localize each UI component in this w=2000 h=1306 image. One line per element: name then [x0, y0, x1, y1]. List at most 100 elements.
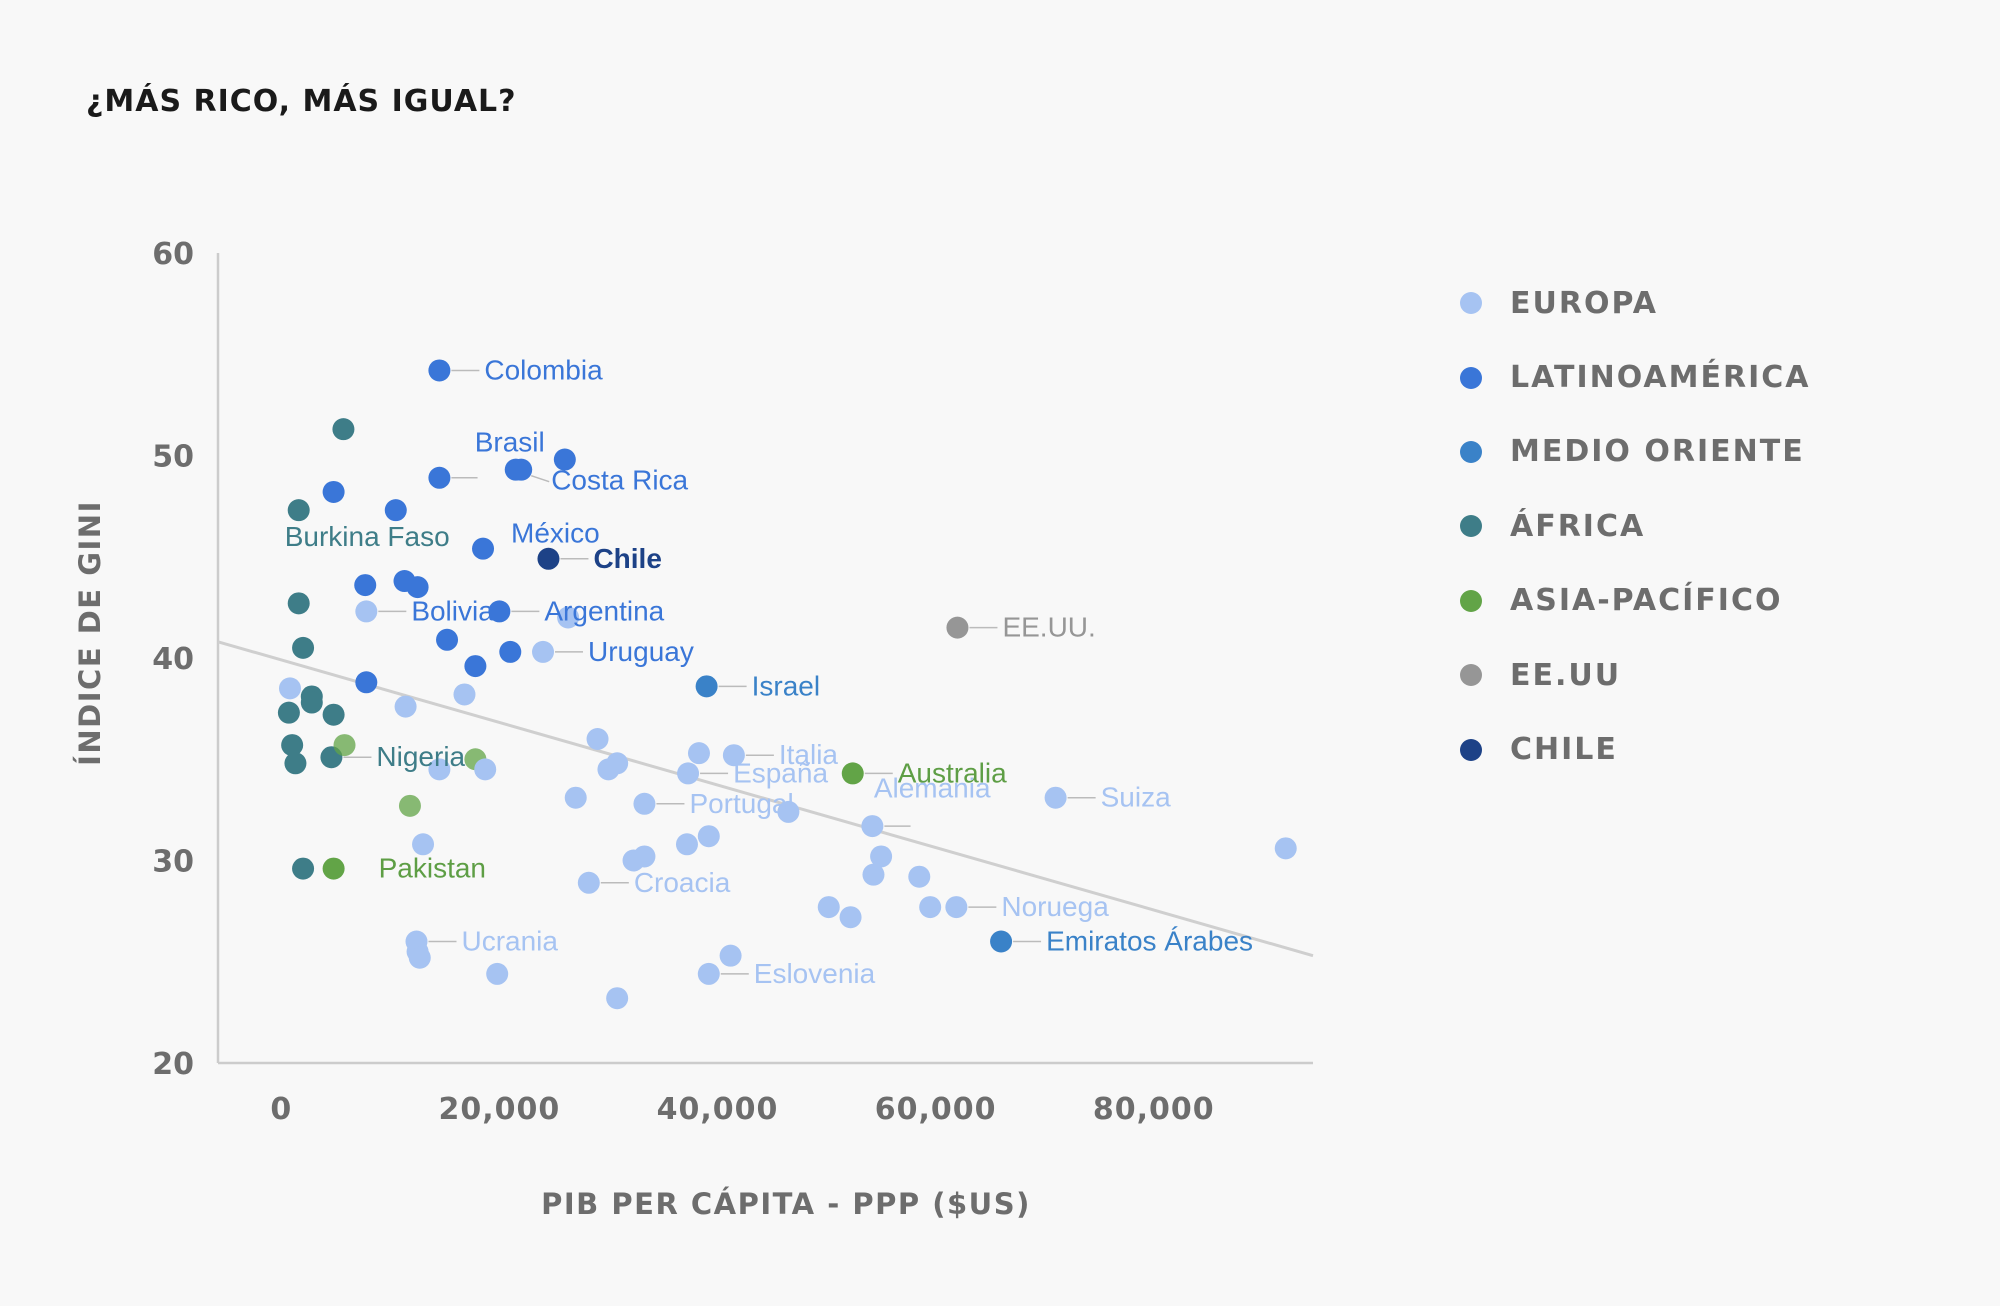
data-point: [281, 734, 304, 757]
data-point: [870, 845, 893, 868]
data-point: [919, 896, 942, 919]
data-point: [486, 962, 509, 985]
x-tick-label: 60,000: [875, 1092, 997, 1127]
eslovenia-data-point: [697, 962, 720, 985]
legend-item-europa: EUROPA: [1460, 266, 1811, 340]
legend-label: ÁFRICA: [1510, 508, 1646, 544]
data-point: [817, 896, 840, 919]
ee-uu--data-point: [946, 616, 969, 639]
y-tick-label: 40: [152, 642, 194, 677]
espa-a-label: España: [733, 757, 828, 788]
legend-label: EUROPA: [1510, 285, 1658, 321]
data-point: [332, 418, 355, 441]
x-axis-title: PIB PER CÁPITA - PPP ($US): [541, 1187, 1031, 1221]
noruega-data-point: [945, 896, 968, 919]
ucrania-label: Ucrania: [461, 926, 558, 957]
legend-item-chile: CHILE: [1460, 712, 1811, 786]
data-point: [428, 466, 451, 489]
data-point: [300, 691, 323, 714]
m-xico-data-point: [472, 537, 495, 560]
suiza-label: Suiza: [1101, 782, 1171, 813]
data-point: [862, 863, 885, 886]
data-point: [675, 833, 698, 856]
legend-swatch: [1460, 292, 1482, 315]
legend-item-eeuu: EE.UU: [1460, 638, 1811, 712]
legend-label: MEDIO ORIENTE: [1510, 434, 1805, 470]
israel-data-point: [695, 675, 718, 698]
y-axis-title: ÍNDICE DE GINI: [73, 500, 107, 766]
argentina-data-point: [488, 600, 511, 623]
chart-title: ¿MÁS RICO, MÁS IGUAL?: [86, 84, 517, 119]
data-point: [384, 499, 407, 522]
croacia-label: Croacia: [634, 867, 731, 898]
y-tick-label: 20: [152, 1047, 194, 1082]
burkina-faso-data-point: [287, 499, 310, 522]
data-point: [322, 480, 345, 503]
burkina-faso-label: Burkina Faso: [285, 521, 450, 552]
legend-item-medio: MEDIO ORIENTE: [1460, 415, 1811, 489]
legend-label: LATINOAMÉRICA: [1510, 360, 1811, 396]
legend-swatch: [1460, 366, 1482, 389]
data-point: [277, 701, 300, 724]
italia-data-point: [722, 744, 745, 767]
data-point: [586, 728, 609, 750]
eslovenia-label: Eslovenia: [754, 958, 876, 989]
uruguay-label: Uruguay: [588, 636, 694, 667]
legend-swatch: [1460, 515, 1482, 538]
data-point: [453, 683, 476, 706]
data-point: [777, 800, 800, 823]
chile-label: Chile: [593, 543, 661, 574]
data-point: [464, 655, 487, 678]
suiza-data-point: [1044, 786, 1067, 809]
axes: 20 30 40 50 60 0 20,000 40,000 60,000 80,000 PIB P…: [73, 237, 1313, 1221]
colombia-label: Colombia: [484, 354, 603, 385]
points-layer: [277, 359, 1297, 1010]
data-point: [499, 640, 522, 663]
data-point: [697, 825, 720, 848]
trendline: [217, 640, 1314, 958]
legend-item-africa: ÁFRICA: [1460, 489, 1811, 563]
italia-label: Italia: [779, 739, 839, 770]
data-point: [278, 677, 301, 700]
bolivia-data-point: [355, 600, 378, 623]
brasil-label: Brasil: [475, 427, 545, 458]
legend-item-asia: ASIA-PACÍFICO: [1460, 564, 1811, 638]
alemania-label: Alemania: [874, 773, 991, 804]
data-point: [687, 742, 710, 765]
costa-rica-data-point: [510, 458, 533, 481]
colombia-data-point: [428, 359, 451, 382]
data-point: [394, 695, 417, 718]
data-point: [436, 628, 459, 651]
data-point: [412, 833, 435, 856]
data-point: [839, 906, 862, 929]
legend-swatch: [1460, 440, 1482, 463]
data-point: [474, 758, 497, 781]
legend-label: ASIA-PACÍFICO: [1510, 583, 1783, 619]
data-point: [908, 865, 931, 888]
data-point: [292, 636, 315, 659]
data-point: [1274, 837, 1297, 860]
argentina-label: Argentina: [544, 595, 664, 626]
data-point: [606, 987, 629, 1010]
m-xico-label: México: [511, 518, 600, 549]
nigeria-label: Nigeria: [376, 741, 465, 772]
data-point: [408, 946, 431, 969]
x-tick-label: 0: [270, 1092, 292, 1127]
data-point: [354, 574, 377, 597]
legend-label: CHILE: [1510, 732, 1618, 768]
data-point: [287, 592, 310, 615]
legend-swatch: [1460, 738, 1482, 761]
legend-swatch: [1460, 664, 1482, 687]
emiratos-rabes-data-point: [990, 930, 1013, 953]
data-point: [553, 448, 576, 471]
x-tick-label: 40,000: [657, 1092, 779, 1127]
australia-data-point: [841, 762, 864, 785]
x-tick-label: 20,000: [438, 1092, 560, 1127]
pakistan-label: Pakistan: [379, 853, 486, 884]
leader-line: [530, 474, 550, 483]
y-tick-label: 60: [152, 237, 194, 272]
data-point: [428, 758, 451, 781]
data-point: [564, 786, 587, 809]
legend-item-latam: LATINOAMÉRICA: [1460, 340, 1811, 414]
